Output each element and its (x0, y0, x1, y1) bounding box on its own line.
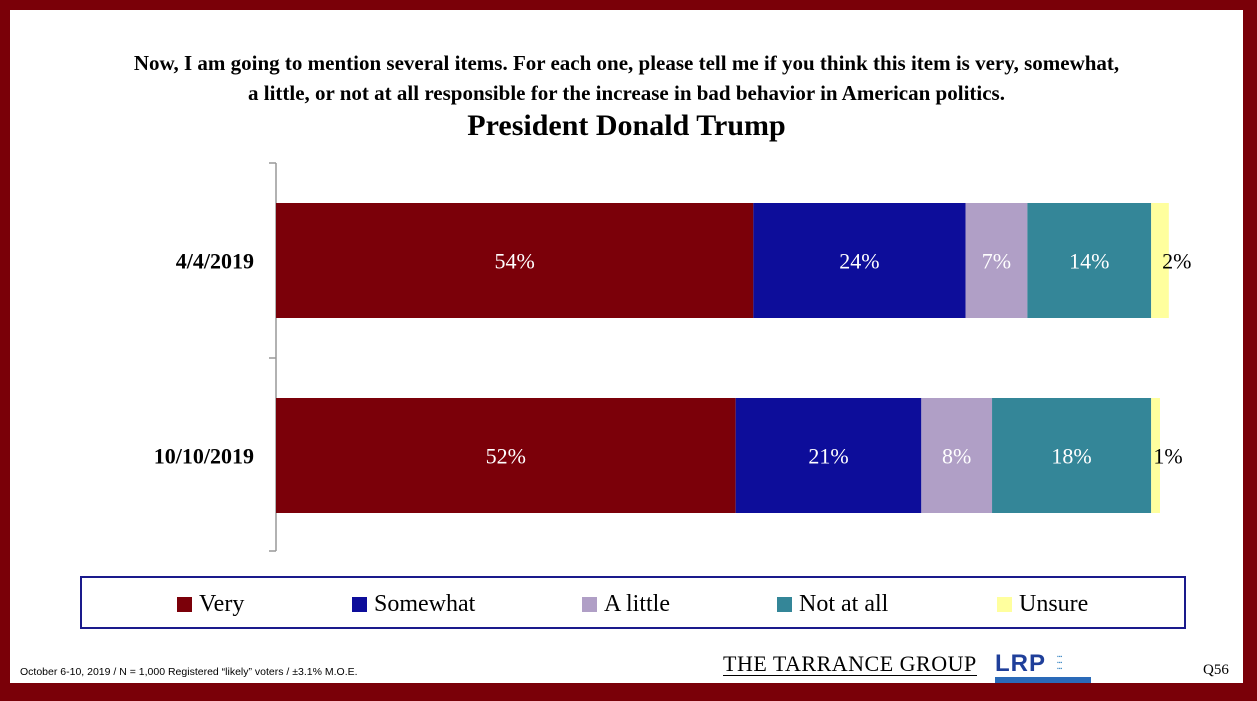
lrp-logo-detail: ▪▪▪ ▪▪▪ ▪▪▪ (1057, 654, 1063, 672)
slide: Now, I am going to mention several items… (10, 10, 1243, 683)
data-label-very-0: 54% (495, 249, 535, 274)
question-line-2: a little, or not at all responsible for … (248, 81, 1005, 105)
bar-unsure-0 (1151, 203, 1169, 318)
legend-swatch-a-little (582, 597, 597, 612)
data-label-somewhat-1: 21% (808, 444, 848, 469)
legend-item-a-little: A little (582, 591, 670, 618)
legend-swatch-somewhat (352, 597, 367, 612)
category-label-0: 4/4/2019 (176, 249, 254, 274)
bar-very-1 (276, 398, 736, 513)
data-label-unsure-0: 2% (1162, 249, 1191, 274)
legend-swatch-unsure (997, 597, 1012, 612)
data-label-somewhat-0: 24% (839, 249, 879, 274)
bar-not-at-all-0 (1027, 203, 1152, 318)
bar-not-at-all-1 (992, 398, 1152, 513)
methodology-note: October 6-10, 2019 / N = 1,000 Registere… (20, 666, 358, 678)
question-line-1: Now, I am going to mention several items… (133, 51, 1120, 75)
bar-a-little-0 (965, 203, 1028, 318)
bar-somewhat-1 (735, 398, 922, 513)
bar-very-0 (276, 203, 754, 318)
data-label-not-at-all-1: 18% (1051, 444, 1091, 469)
bar-unsure-1 (1151, 398, 1160, 513)
chart-title: President Donald Trump (467, 109, 786, 142)
legend-item-not-at-all: Not at all (777, 591, 888, 618)
question-text: Now, I am going to mention several items… (40, 48, 1213, 108)
legend-item-unsure: Unsure (997, 591, 1088, 618)
legend: Very Somewhat A little Not at all Unsure (80, 576, 1186, 629)
data-label-unsure-1: 1% (1153, 444, 1182, 469)
bar-somewhat-0 (753, 203, 966, 318)
stacked-bar-chart: 4/4/2019 54% 24% 7% 14% 2% 10/10/2019 52% 21% 8% 1… (154, 162, 1192, 552)
legend-label-a-little: A little (604, 591, 670, 617)
lrp-logo-bar (995, 677, 1091, 683)
data-label-a-little-0: 7% (982, 249, 1011, 274)
lrp-logo-mark: LRP (995, 650, 1046, 677)
legend-item-somewhat: Somewhat (352, 591, 475, 618)
bar-a-little-1 (921, 398, 993, 513)
tarrance-group-logo: THE TARRANCE GROUP (723, 651, 977, 676)
legend-swatch-very (177, 597, 192, 612)
data-label-not-at-all-0: 14% (1069, 249, 1109, 274)
legend-label-very: Very (199, 591, 245, 617)
legend-label-not-at-all: Not at all (799, 591, 889, 617)
category-label-1: 10/10/2019 (154, 444, 254, 469)
legend-label-unsure: Unsure (1019, 591, 1089, 617)
legend-swatch-not-at-all (777, 597, 792, 612)
lrp-logo: LRP ▪▪▪ ▪▪▪ ▪▪▪ (995, 650, 1095, 686)
legend-label-somewhat: Somewhat (374, 591, 476, 617)
data-label-very-1: 52% (486, 444, 526, 469)
question-number: Q56 (1203, 662, 1229, 678)
data-label-a-little-1: 8% (942, 444, 971, 469)
legend-item-very: Very (177, 591, 244, 618)
